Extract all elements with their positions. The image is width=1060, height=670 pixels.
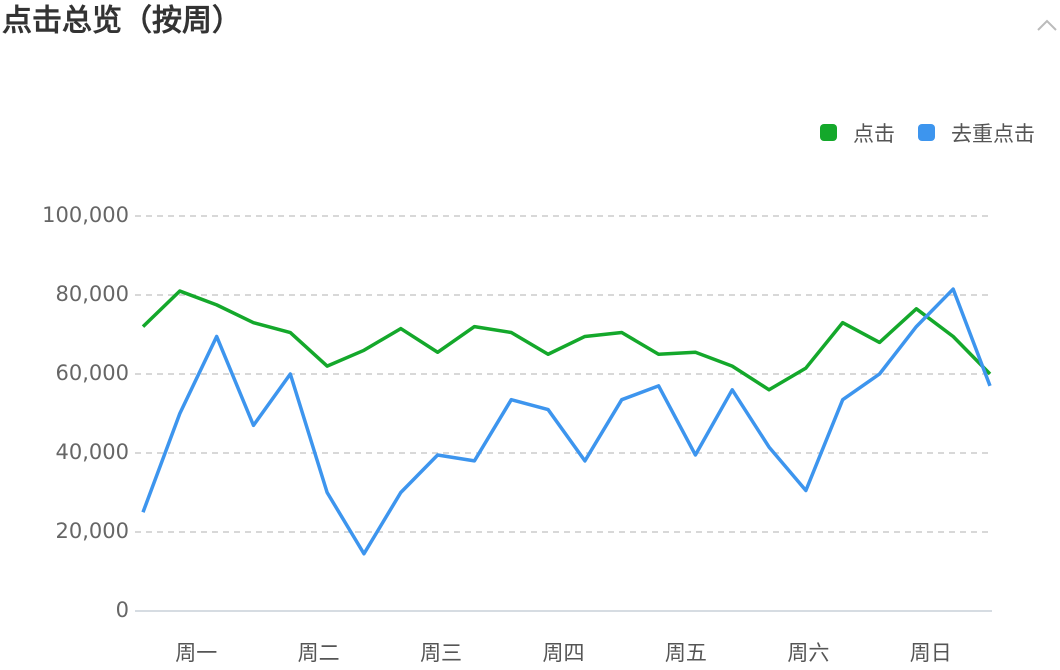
- panel-title: 点击总览（按周）: [2, 4, 242, 39]
- legend-label: 点击: [853, 122, 895, 146]
- x-tick-label: 周六: [787, 641, 829, 665]
- y-tick-label: 100,000: [42, 203, 129, 227]
- x-tick-label: 周三: [420, 641, 462, 665]
- series-line: [141, 289, 992, 392]
- y-tick-label: 40,000: [56, 440, 129, 464]
- x-tick-label: 周一: [175, 641, 217, 665]
- series-line: [141, 287, 992, 556]
- x-tick-label: 周二: [298, 641, 340, 665]
- legend-swatch: [918, 124, 935, 141]
- y-tick-label: 80,000: [56, 282, 129, 306]
- collapse-icon[interactable]: [1037, 19, 1057, 31]
- y-tick-label: 20,000: [56, 519, 129, 543]
- x-tick-label: 周五: [665, 641, 707, 665]
- x-tick-label: 周日: [910, 641, 952, 665]
- legend-swatch: [820, 124, 837, 141]
- legend-label: 去重点击: [951, 122, 1035, 146]
- y-tick-label: 0: [116, 598, 129, 622]
- y-tick-label: 60,000: [56, 361, 129, 385]
- x-tick-label: 周四: [543, 641, 585, 665]
